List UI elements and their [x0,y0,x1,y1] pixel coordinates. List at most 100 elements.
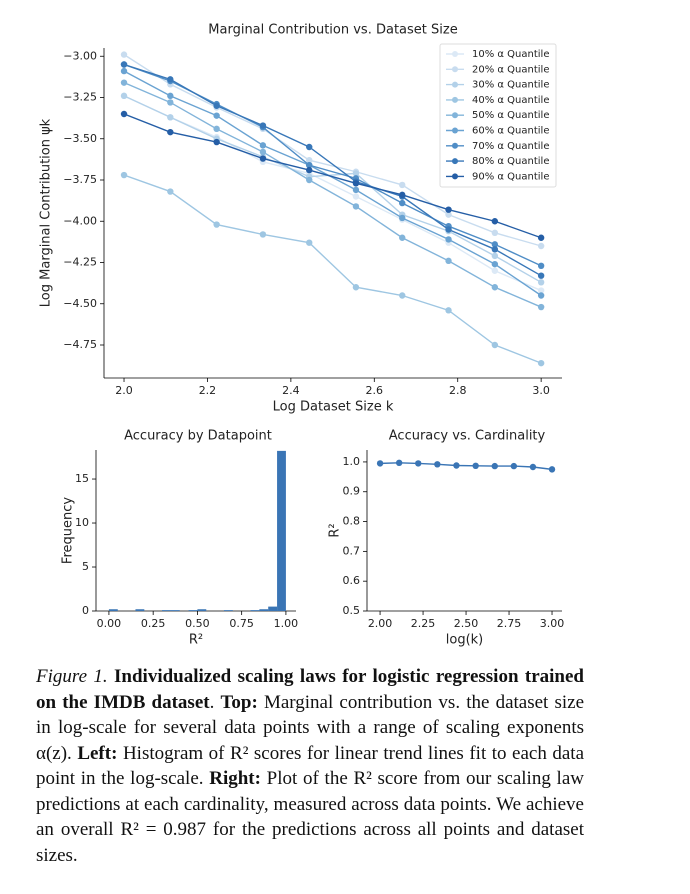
data-point [445,257,452,265]
histogram-bar [170,610,180,611]
y-tick-label: 0.6 [343,574,361,587]
y-tick-label: −4.25 [63,256,97,269]
data-point [491,229,499,236]
data-point [259,142,267,149]
legend-label: 30% α Quantile [472,80,549,91]
histogram-bar [135,609,145,611]
histogram-bar [197,609,207,611]
y-tick-label: −4.75 [63,338,97,351]
series-line [123,63,542,277]
legend-label: 60% α Quantile [472,126,549,137]
data-point [376,460,384,467]
y-tick-label: −4.50 [63,297,97,310]
histogram-bar [250,610,260,611]
y-tick-label: 0.5 [343,604,361,617]
x-tick-label: 2.50 [454,617,479,630]
x-axis-label: log(k) [446,633,484,648]
legend-marker [452,173,458,180]
data-point [167,128,174,136]
data-point [213,138,220,146]
data-point [306,161,313,169]
x-tick-label: 1.00 [274,617,299,630]
data-point [453,462,460,469]
data-point [510,462,518,470]
legend-label: 90% α Quantile [472,171,549,182]
x-tick-label: 3.0 [532,384,550,397]
data-point [213,112,220,119]
chart-title: Accuracy vs. Cardinality [389,429,546,444]
y-tick-label: −3.25 [63,91,97,104]
data-point [537,287,545,294]
data-point [399,234,406,241]
y-tick-label: −4.00 [63,214,97,227]
data-point [167,99,174,106]
caption-normal: Marginal contribution vs. the dataset si… [36,691,585,764]
data-point [352,193,360,200]
data-point [306,157,313,164]
data-point [167,76,174,83]
y-tick-label: 15 [75,472,89,485]
y-tick-label: −3.50 [63,132,97,145]
data-point [491,462,498,470]
legend-marker [452,127,458,134]
legend-marker [452,51,458,57]
legend-label: 40% α Quantile [472,95,549,106]
legend-label: 80% α Quantile [472,156,549,167]
series-line [123,54,542,247]
x-tick-label: 0.75 [229,617,254,630]
y-tick-label: −3.00 [63,49,97,62]
data-point [445,206,452,213]
y-tick-label: 5 [82,560,89,573]
chart-title: Marginal Contribution vs. Dataset Size [208,23,457,38]
data-point [306,166,313,174]
y-tick-label: 0 [82,604,89,617]
data-point [415,460,422,467]
series-line [123,174,542,364]
data-point [491,267,499,274]
y-tick-label: −3.75 [63,173,97,186]
data-point [352,186,360,194]
data-point [167,188,174,195]
data-point [120,110,128,118]
series-line [380,462,553,471]
caption-normal: . [209,691,221,713]
data-point [445,226,452,233]
data-point [352,203,360,210]
data-point [537,242,545,250]
data-point [491,284,499,291]
histogram-bar [268,606,278,611]
series-line [123,95,542,283]
data-point [491,218,499,225]
x-tick-label: 2.25 [411,617,436,630]
data-point [259,155,267,162]
histogram-bar [277,450,286,611]
x-tick-label: 2.00 [368,617,393,630]
caption: Figure 1. Individualized scaling laws fo… [36,664,584,868]
x-tick-label: 0.50 [185,617,210,630]
legend-box [439,43,557,188]
x-axis-label: Log Dataset Size k [273,400,394,415]
data-point [352,180,360,187]
data-point [167,114,174,121]
data-point [537,292,545,299]
data-point [399,181,406,189]
data-point [445,236,452,243]
data-point [259,122,267,129]
data-point [120,61,128,68]
data-point [306,176,313,184]
series-line [123,113,542,239]
series-line [123,70,542,297]
x-tick-label: 2.8 [449,384,467,397]
data-point [491,341,499,349]
data-point [167,92,174,100]
legend-label: 20% α Quantile [472,64,549,75]
data-point [537,272,545,279]
x-tick-label: 2.2 [199,384,217,397]
x-tick-label: 2.6 [366,384,384,397]
data-point [352,170,360,177]
caption-bold: Left: [77,742,118,764]
x-tick-label: 0.25 [141,617,166,630]
caption-bold: Individualized scaling laws for logistic… [36,666,585,713]
data-point [120,67,128,75]
